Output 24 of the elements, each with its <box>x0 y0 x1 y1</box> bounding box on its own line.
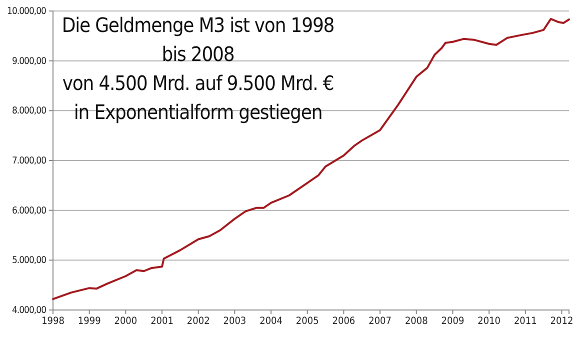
x-tick-label: 2005 <box>296 316 319 328</box>
x-tick-label: 2011 <box>514 316 537 328</box>
x-tick-label: 2009 <box>441 316 464 328</box>
x-tick-label: 2007 <box>368 316 392 328</box>
y-tick-label: 8.000,00 <box>12 106 46 117</box>
x-tick-label: 2004 <box>260 316 283 328</box>
y-tick-label: 6.000,00 <box>12 205 46 216</box>
x-tick-label: 1999 <box>78 316 102 328</box>
y-tick-label: 7.000,00 <box>12 156 46 167</box>
x-tick-label: 2006 <box>332 316 356 328</box>
x-tick-label: 2008 <box>404 316 428 328</box>
x-tick-label: 2010 <box>478 316 501 328</box>
annotation: Die Geldmenge M3 ist von 1998 bis 2008 von 4.500 Mrd. auf 9.500 Mrd. € in Exponentialform gestiegen <box>62 13 334 124</box>
y-tick-label: 9.000,00 <box>12 56 46 67</box>
x-tick-label: 2012 <box>550 316 574 328</box>
y-tick-label: 5.000,00 <box>12 255 46 266</box>
x-tick-label: 2002 <box>186 316 210 328</box>
y-tick-label: 10.000,00 <box>7 6 46 18</box>
x-tick-label: 2000 <box>114 316 138 328</box>
line-series <box>52 18 570 300</box>
y-tick-label: 4.000,00 <box>12 305 46 316</box>
x-tick-label: 1998 <box>42 316 65 328</box>
x-tick-label: 2001 <box>150 316 174 328</box>
x-tick-label: 2003 <box>223 316 246 328</box>
